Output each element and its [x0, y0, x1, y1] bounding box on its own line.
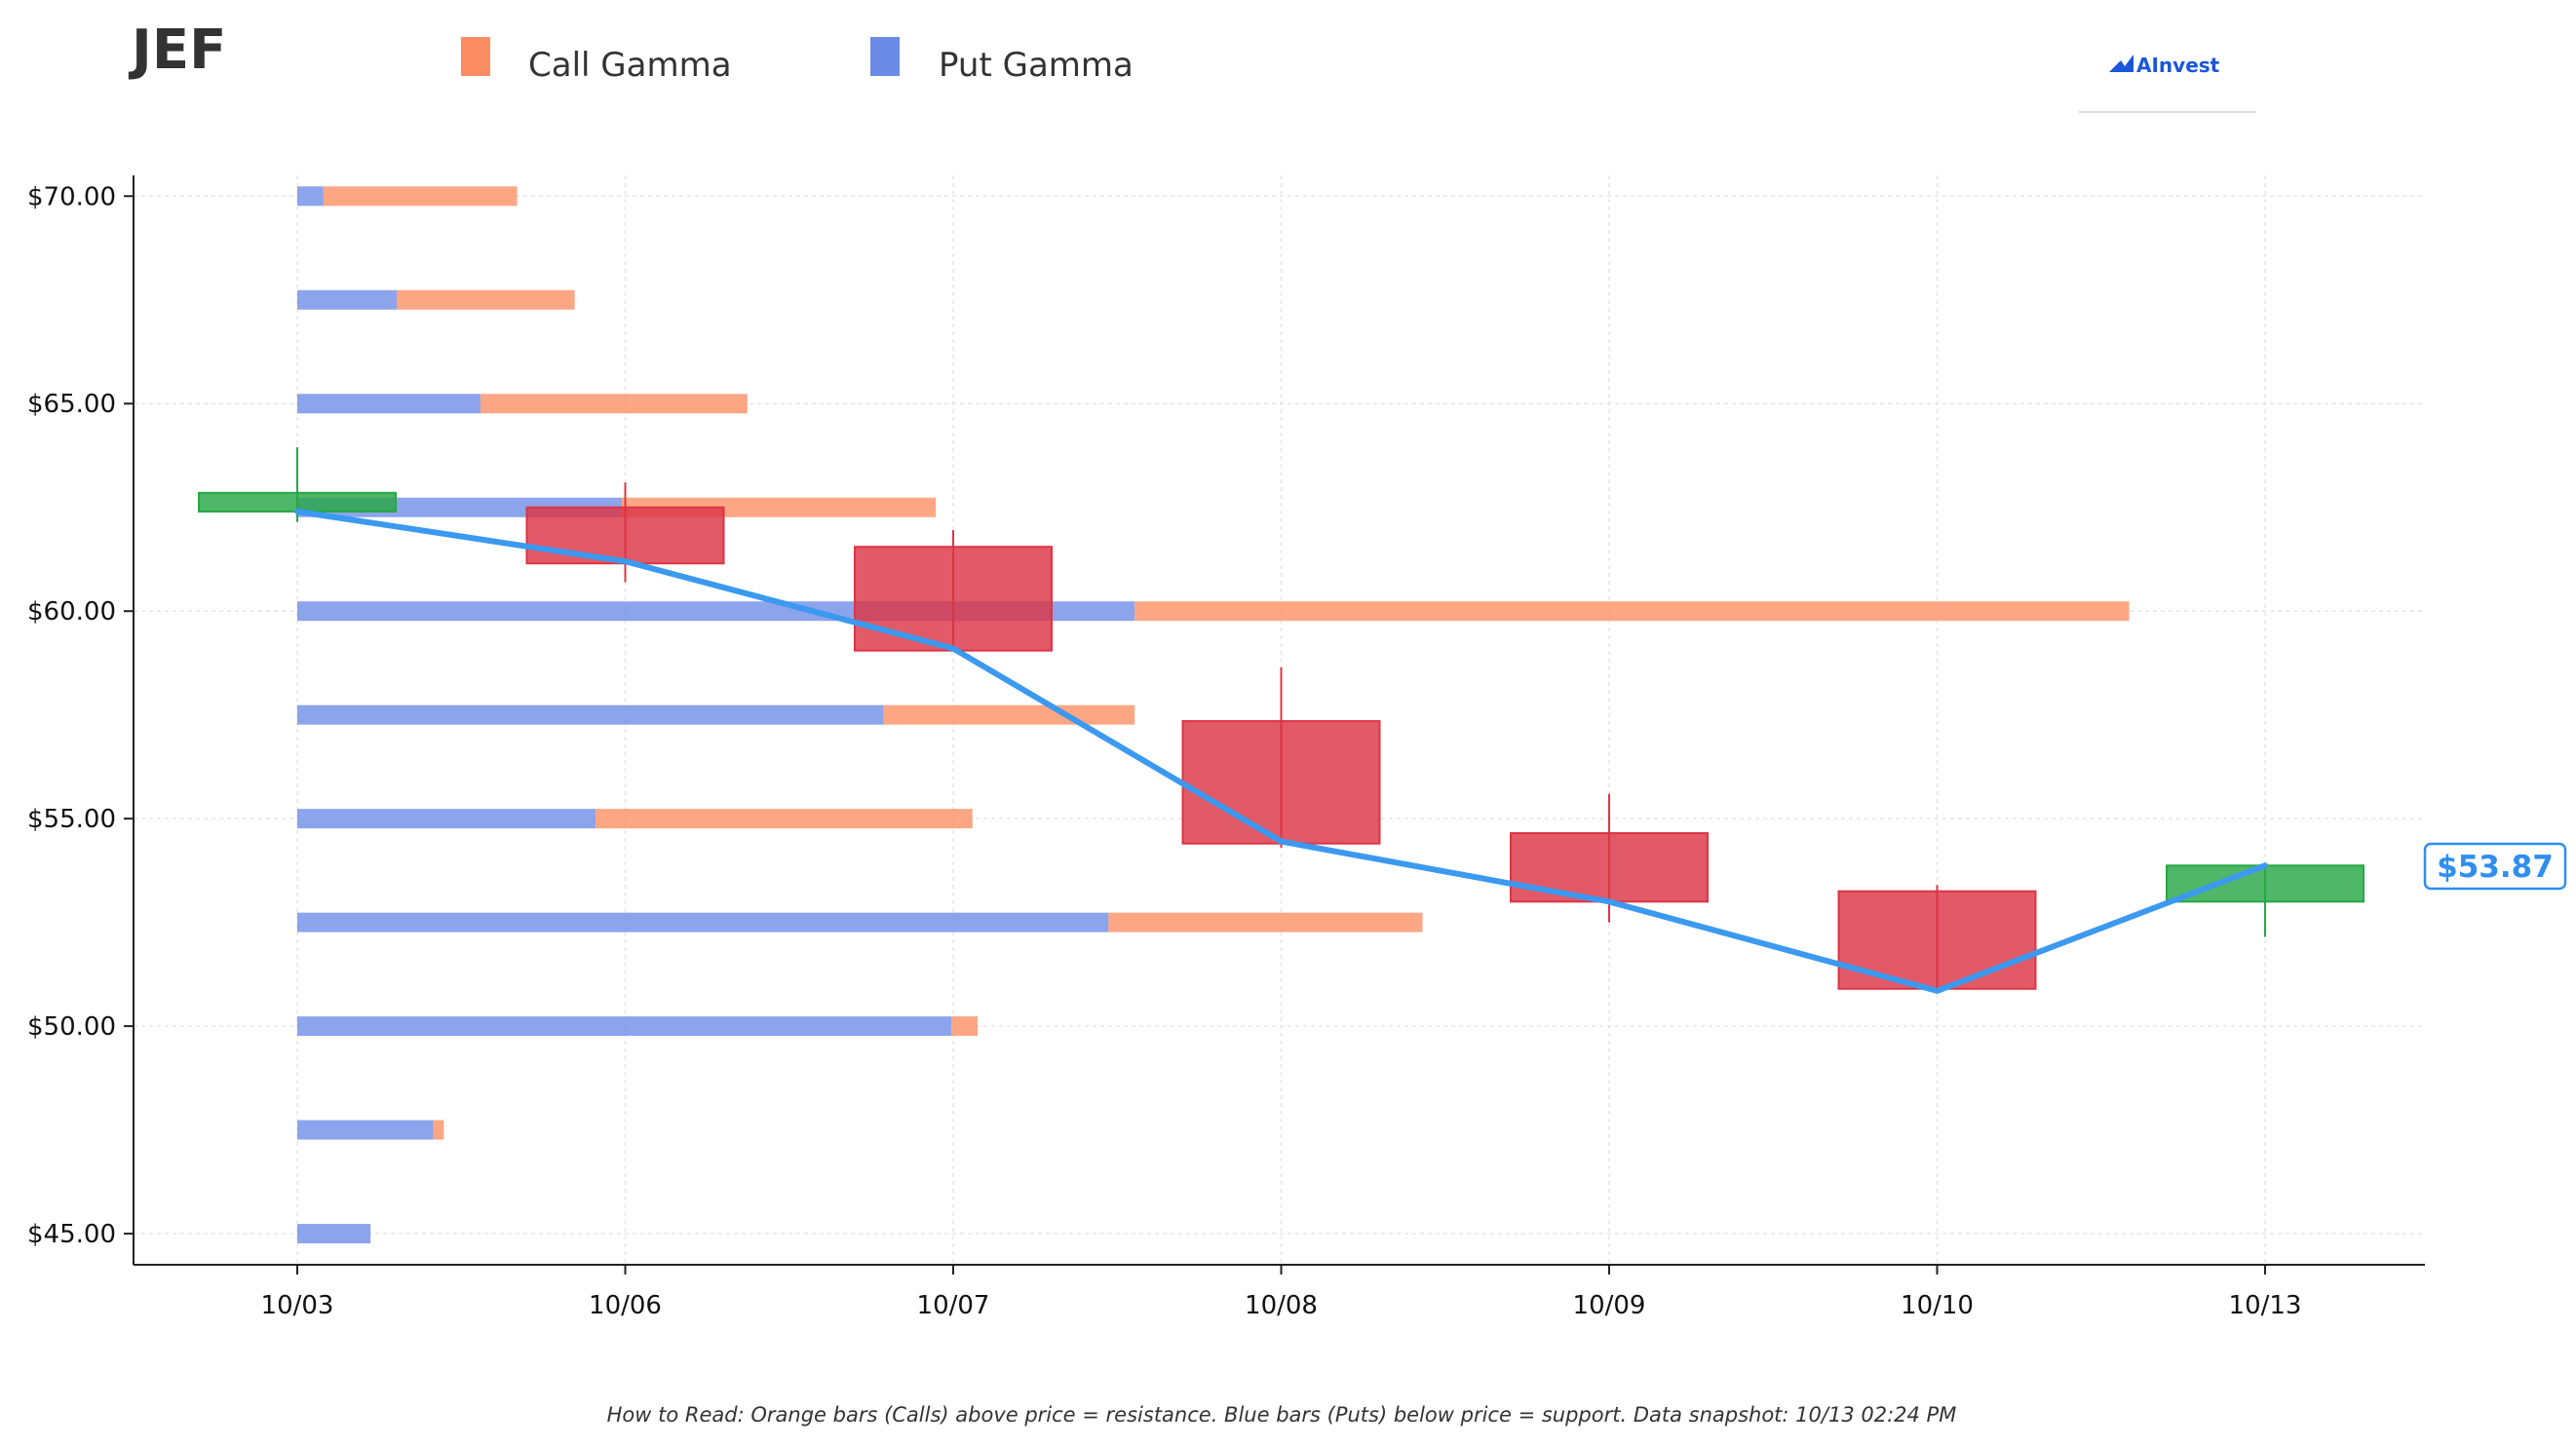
put-gamma-bar: [297, 1120, 434, 1140]
put-gamma-bar: [297, 704, 884, 725]
price-line: [294, 508, 2268, 994]
x-tick-label: 10/09: [1573, 1291, 1646, 1320]
call-gamma-bar: [596, 809, 973, 829]
call-gamma-bar: [433, 1120, 444, 1140]
candle-body: [1181, 720, 1381, 845]
call-gamma-bar: [1108, 912, 1423, 932]
candle-body: [2166, 864, 2365, 903]
legend-call-label: Call Gamma: [528, 46, 732, 85]
candles-layer: [198, 446, 2365, 991]
grid-layer: [134, 175, 2425, 1265]
logo-text: AInvest: [2136, 54, 2220, 77]
current-price-badge: $53.87: [2423, 842, 2567, 891]
legend-put-swatch: [870, 37, 900, 76]
call-gamma-bar: [883, 704, 1135, 725]
axes-layer: $45.00 $50.00 $55.00 $60.00 $65.00 $70.00 10/0…: [27, 175, 2425, 1320]
x-tick-label: 10/10: [1901, 1291, 1974, 1320]
ticker-title: JEF: [128, 19, 226, 82]
call-gamma-bar: [323, 186, 518, 207]
legend-put-label: Put Gamma: [939, 46, 1134, 85]
ainvest-logo: AInvest: [2079, 54, 2256, 113]
put-gamma-bar: [297, 1016, 952, 1037]
candle-body: [854, 546, 1053, 652]
call-gamma-bar: [397, 289, 575, 310]
logo-chart-icon: [2109, 55, 2134, 72]
y-tick-label: $55.00: [27, 805, 116, 834]
current-price-label: $53.87: [2437, 850, 2554, 885]
legend-call-swatch: [461, 37, 490, 76]
call-gamma-bar: [1134, 601, 2130, 622]
put-gamma-bar: [297, 394, 481, 414]
y-tick-label: $50.00: [27, 1012, 116, 1042]
put-gamma-bar: [297, 912, 1109, 932]
put-gamma-bar: [297, 289, 398, 310]
candle-body: [525, 506, 725, 565]
put-gamma-bar: [297, 809, 596, 829]
how-to-read-footnote: How to Read: Orange bars (Calls) above p…: [607, 1403, 1957, 1427]
x-tick-label: 10/07: [917, 1291, 990, 1320]
x-tick-label: 10/03: [261, 1291, 334, 1320]
y-tick-label: $60.00: [27, 597, 116, 627]
current-price-badge-box: [2423, 842, 2567, 891]
y-tick-label: $70.00: [27, 182, 116, 211]
y-tick-label: $45.00: [27, 1220, 116, 1249]
call-gamma-bar: [951, 1016, 979, 1037]
gamma-bars-layer: [297, 186, 2130, 1244]
x-tick-label: 10/06: [589, 1291, 662, 1320]
x-tick-label: 10/08: [1245, 1291, 1318, 1320]
put-gamma-bar: [297, 186, 324, 207]
x-tick-label: 10/13: [2229, 1291, 2302, 1320]
put-gamma-bar: [297, 1224, 371, 1244]
y-tick-label: $65.00: [27, 390, 116, 419]
call-gamma-bar: [480, 394, 748, 414]
price-line-layer: [294, 508, 2268, 994]
